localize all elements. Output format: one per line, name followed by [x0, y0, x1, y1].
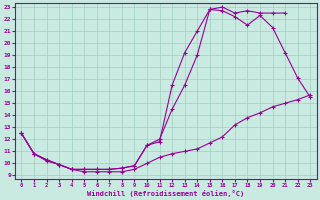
- X-axis label: Windchill (Refroidissement éolien,°C): Windchill (Refroidissement éolien,°C): [87, 190, 244, 197]
